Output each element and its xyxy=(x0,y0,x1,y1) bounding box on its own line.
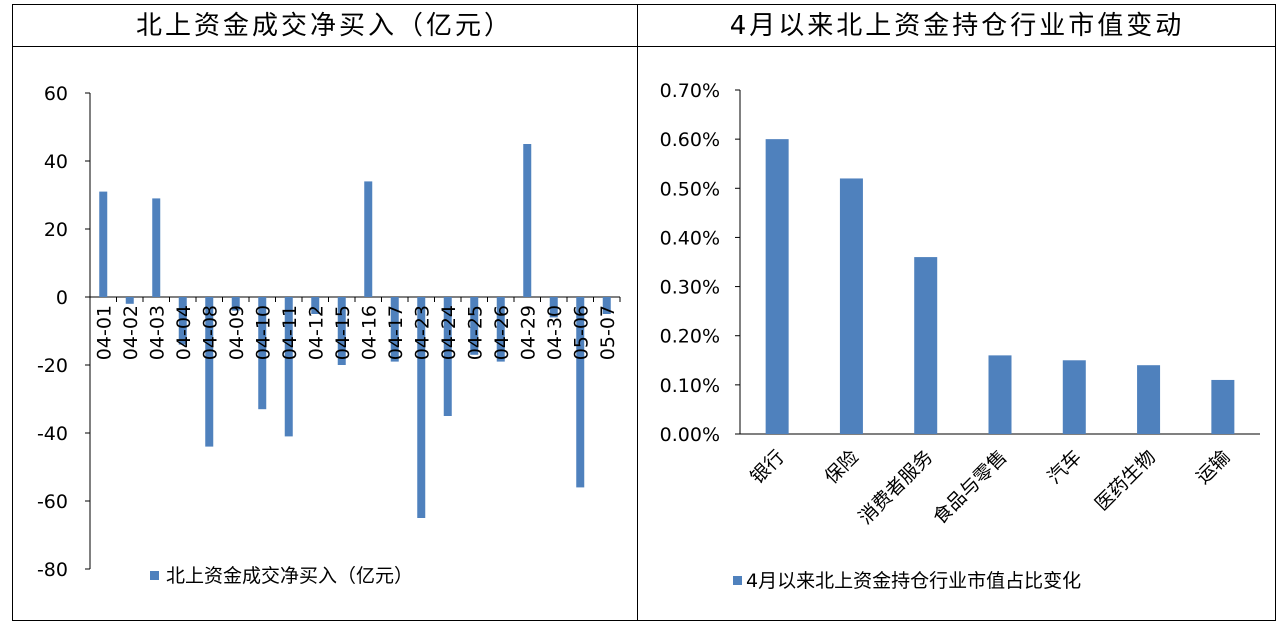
right-bar xyxy=(1062,360,1086,434)
right-x-tick-label: 运输 xyxy=(1192,446,1234,488)
left-x-tick-label: 04-15 xyxy=(332,305,354,360)
left-x-tick-label: 05-07 xyxy=(597,305,619,360)
left-bar xyxy=(125,297,134,304)
left-x-tick-label: 04-23 xyxy=(411,305,433,360)
right-y-tick-label: 0.10% xyxy=(660,375,720,397)
left-x-tick-label: 04-01 xyxy=(93,305,115,360)
right-chart-title: 4月以来北上资金持仓行业市值变动 xyxy=(729,11,1185,41)
left-bar xyxy=(443,297,452,416)
left-y-tick-label: -40 xyxy=(37,423,68,445)
left-y-tick-label: 0 xyxy=(56,287,68,309)
left-bar xyxy=(470,297,479,355)
left-x-tick-label: 04-16 xyxy=(358,305,380,360)
left-x-tick-label: 04-04 xyxy=(173,305,195,360)
left-x-tick-label: 04-08 xyxy=(199,305,221,360)
right-y-tick-label: 0.20% xyxy=(660,326,720,348)
right-x-tick-label: 保险 xyxy=(821,446,863,488)
left-bar xyxy=(549,297,558,318)
right-bar xyxy=(839,178,863,434)
title-divider xyxy=(12,46,1276,47)
right-x-tick-label: 食品与零售 xyxy=(929,446,1012,529)
left-bar xyxy=(284,297,293,437)
right-legend-label: 4月以来北上资金持仓行业市值占比变化 xyxy=(746,570,1081,592)
left-y-tick-label: -20 xyxy=(37,355,68,377)
panel-divider xyxy=(637,4,638,621)
left-bar xyxy=(311,297,320,314)
left-bar xyxy=(337,297,346,365)
right-y-tick-label: 0.30% xyxy=(660,277,720,299)
left-bar xyxy=(231,297,240,311)
left-x-tick-label: 04-09 xyxy=(226,305,248,360)
left-bar xyxy=(205,297,214,447)
left-y-tick-label: 40 xyxy=(44,151,68,173)
left-x-tick-label: 04-03 xyxy=(146,305,168,360)
left-x-tick-label: 04-12 xyxy=(305,305,327,360)
left-x-tick-label: 04-11 xyxy=(279,305,301,360)
right-y-tick-label: 0.00% xyxy=(660,424,720,446)
left-x-tick-label: 04-24 xyxy=(438,305,460,360)
left-legend-label: 北上资金成交净买入（亿元） xyxy=(166,565,413,587)
right-bar xyxy=(765,139,789,434)
left-bar xyxy=(258,297,267,410)
left-x-tick-label: 04-02 xyxy=(120,305,142,360)
left-x-tick-label: 05-06 xyxy=(570,305,592,360)
left-y-tick-label: -80 xyxy=(37,559,68,581)
left-x-tick-label: 04-26 xyxy=(491,305,513,360)
left-y-tick-label: 20 xyxy=(44,219,68,241)
left-x-tick-label: 04-29 xyxy=(517,305,539,360)
left-x-tick-label: 04-30 xyxy=(544,305,566,360)
left-bar xyxy=(496,297,505,362)
left-chart-title: 北上资金成交净买入（亿元） xyxy=(135,11,513,41)
left-bar xyxy=(523,144,532,297)
right-x-tick-label: 汽车 xyxy=(1043,446,1085,488)
left-bar xyxy=(364,181,373,297)
right-y-tick-label: 0.50% xyxy=(660,178,720,200)
right-x-tick-label: 医药生物 xyxy=(1091,446,1160,515)
left-x-tick-label: 04-10 xyxy=(252,305,274,360)
right-legend-swatch xyxy=(733,576,742,585)
left-x-tick-label: 04-25 xyxy=(464,305,486,360)
right-bar xyxy=(1211,379,1235,434)
left-bar xyxy=(417,297,426,518)
right-bar xyxy=(1137,365,1161,434)
right-y-tick-label: 0.40% xyxy=(660,227,720,249)
left-bar xyxy=(178,297,187,345)
left-bar xyxy=(390,297,399,362)
right-bar xyxy=(988,355,1012,434)
right-x-tick-label: 消费者服务 xyxy=(855,446,938,529)
left-bar xyxy=(99,191,108,297)
left-x-tick-label: 04-17 xyxy=(385,305,407,360)
left-bar xyxy=(576,297,585,488)
right-bar xyxy=(914,257,938,434)
right-y-tick-label: 0.60% xyxy=(660,129,720,151)
right-x-tick-label: 银行 xyxy=(746,446,788,488)
figure-frame xyxy=(12,4,1276,621)
left-bar xyxy=(152,198,161,297)
left-legend-swatch xyxy=(150,571,159,580)
left-y-tick-label: -60 xyxy=(37,491,68,513)
left-bar xyxy=(602,297,611,314)
right-y-tick-label: 0.70% xyxy=(660,80,720,102)
left-y-tick-label: 60 xyxy=(44,83,68,105)
